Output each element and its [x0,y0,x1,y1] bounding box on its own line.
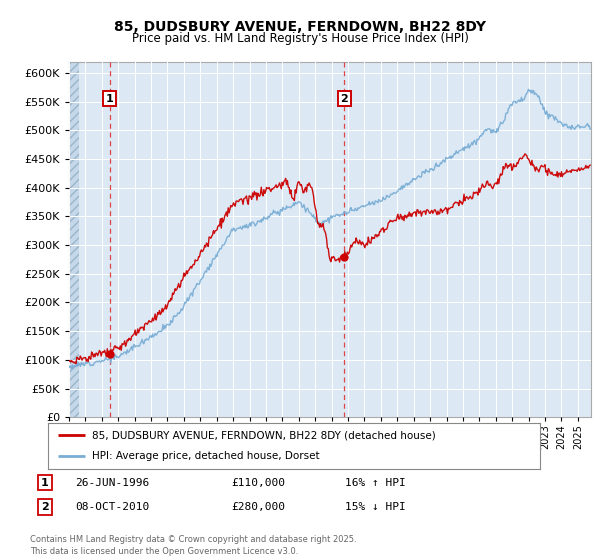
Text: 15% ↓ HPI: 15% ↓ HPI [345,502,406,512]
Text: 2: 2 [41,502,49,512]
Text: 1: 1 [106,94,113,104]
Text: £280,000: £280,000 [231,502,285,512]
Text: Price paid vs. HM Land Registry's House Price Index (HPI): Price paid vs. HM Land Registry's House … [131,32,469,45]
Text: 85, DUDSBURY AVENUE, FERNDOWN, BH22 8DY: 85, DUDSBURY AVENUE, FERNDOWN, BH22 8DY [114,20,486,34]
Text: 2: 2 [340,94,348,104]
Text: HPI: Average price, detached house, Dorset: HPI: Average price, detached house, Dors… [92,451,320,461]
Text: 85, DUDSBURY AVENUE, FERNDOWN, BH22 8DY (detached house): 85, DUDSBURY AVENUE, FERNDOWN, BH22 8DY … [92,430,436,440]
Bar [69,62,79,417]
Text: 1: 1 [41,478,49,488]
Text: 16% ↑ HPI: 16% ↑ HPI [345,478,406,488]
Text: Contains HM Land Registry data © Crown copyright and database right 2025.
This d: Contains HM Land Registry data © Crown c… [30,535,356,556]
Text: 08-OCT-2010: 08-OCT-2010 [75,502,149,512]
Text: 26-JUN-1996: 26-JUN-1996 [75,478,149,488]
Text: £110,000: £110,000 [231,478,285,488]
